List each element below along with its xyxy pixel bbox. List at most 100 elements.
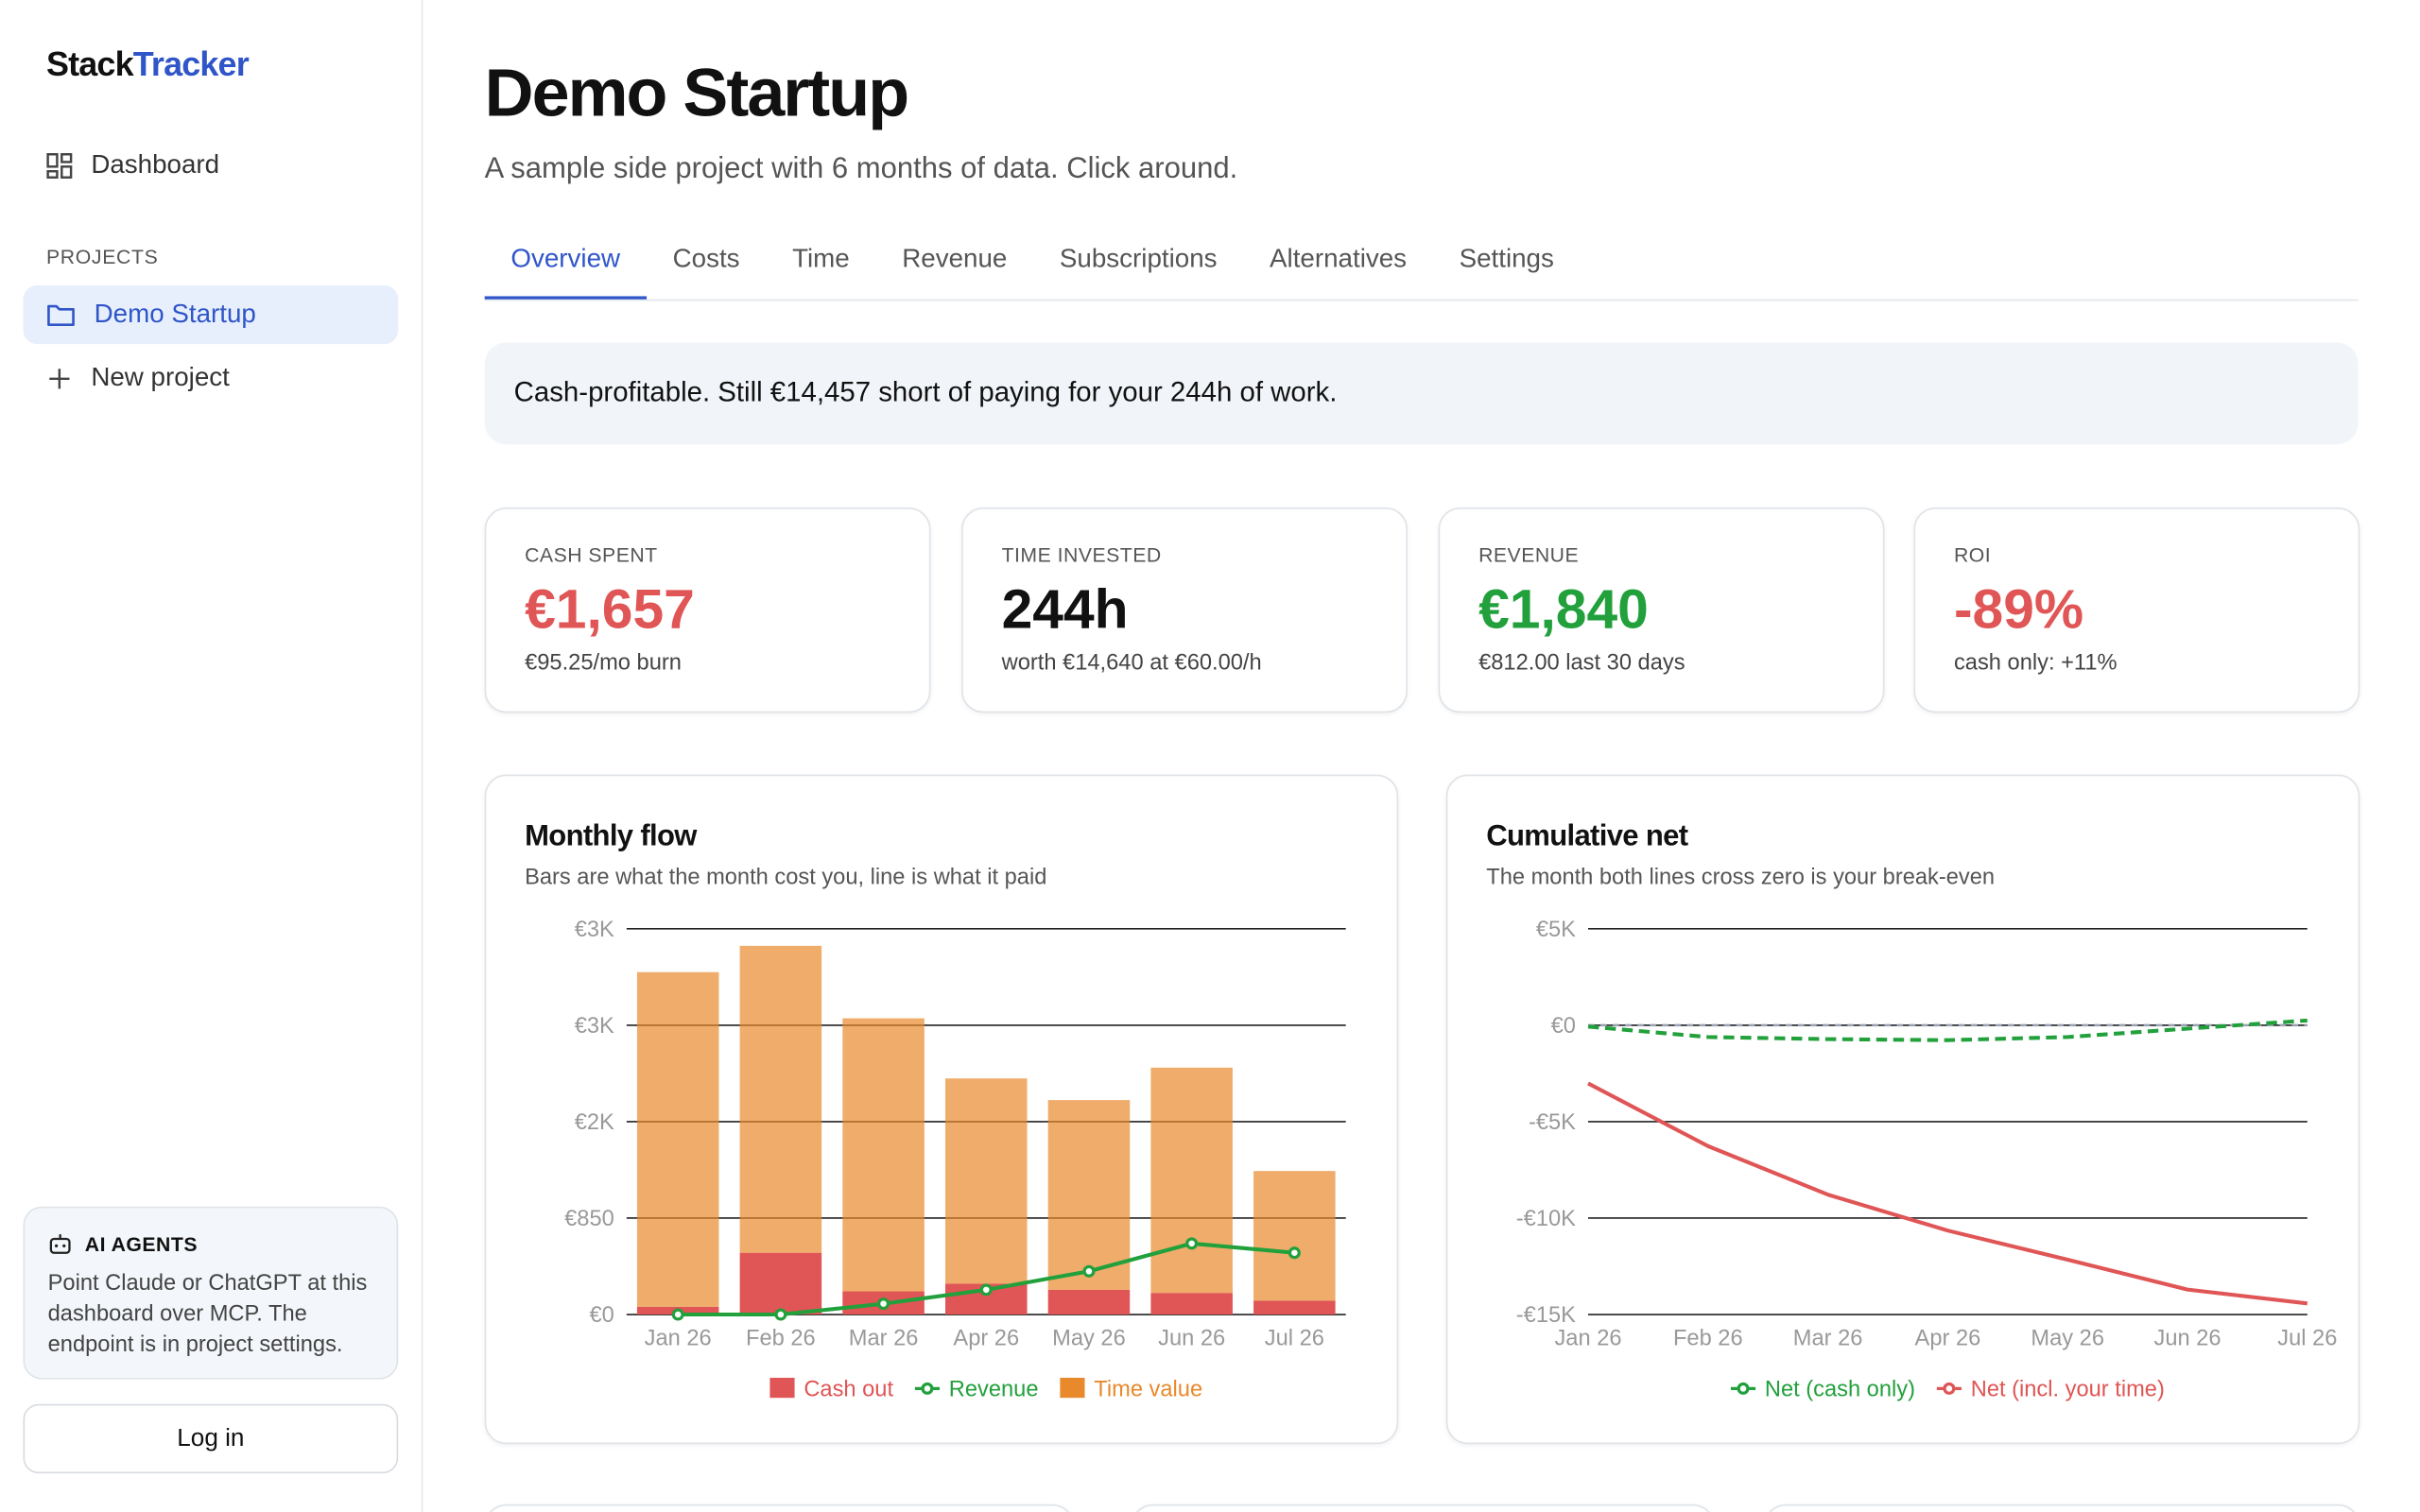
- legend-item: Net (cash only): [1730, 1378, 1915, 1402]
- y-tick-label: -€5K: [1529, 1110, 1576, 1135]
- bar: [1253, 1300, 1336, 1315]
- y-tick-label: -€10K: [1516, 1207, 1576, 1231]
- card-peek: [1764, 1503, 2360, 1512]
- stat-label: CASH SPENT: [525, 542, 658, 567]
- tab[interactable]: Alternatives: [1270, 243, 1408, 273]
- legend-swatch: [1943, 1382, 1956, 1395]
- legend-swatch: [921, 1382, 934, 1395]
- point: [774, 1308, 787, 1321]
- legend-item: Time value: [1060, 1378, 1202, 1402]
- nav-label: Dashboard: [91, 149, 220, 180]
- point: [671, 1308, 684, 1321]
- sidebar: StackTracker Dashboard PROJECTS Demo Sta…: [0, 0, 424, 1512]
- stat-value: €1,840: [1478, 576, 1649, 641]
- bar: [944, 1078, 1028, 1284]
- login-button[interactable]: Log in: [23, 1403, 399, 1474]
- stat-card: CASH SPENT €1,657 €95.25/mo burn: [484, 507, 931, 713]
- tab[interactable]: Overview: [484, 244, 647, 300]
- page-subtitle: A sample side project with 6 months of d…: [484, 152, 1238, 185]
- x-tick-label: Jan 26: [645, 1327, 712, 1351]
- stat-label: TIME INVESTED: [1001, 542, 1162, 567]
- stat-card: ROI -89% cash only: +11%: [1913, 507, 2360, 713]
- legend-item: Net (incl. your time): [1936, 1378, 2165, 1402]
- y-tick-label: €0: [589, 1303, 614, 1328]
- line: [1587, 1018, 2308, 1042]
- legend-item: Revenue: [914, 1378, 1039, 1402]
- point: [1288, 1246, 1301, 1260]
- x-tick-label: May 26: [1052, 1327, 1126, 1351]
- bar: [636, 971, 719, 1307]
- stat-note: €95.25/mo burn: [525, 650, 682, 677]
- brand-first: Stack: [45, 44, 134, 84]
- tab[interactable]: Settings: [1459, 243, 1554, 273]
- bar: [1150, 1293, 1233, 1315]
- legend-swatch: [1737, 1382, 1750, 1395]
- page-title: Demo Startup: [484, 55, 909, 131]
- bar: [842, 1018, 925, 1292]
- legend-label: Net (cash only): [1765, 1378, 1915, 1402]
- chart-subtitle: Bars are what the month cost you, line i…: [525, 866, 1046, 890]
- x-tick-label: Apr 26: [953, 1327, 1019, 1351]
- active-project[interactable]: Demo Startup: [23, 285, 399, 345]
- y-tick-label: €3K: [575, 1014, 614, 1039]
- bar: [1047, 1100, 1131, 1290]
- legend: Cash out Revenue Time value: [769, 1378, 1202, 1402]
- agents-text: Point Claude or ChatGPT at this dashboar…: [47, 1271, 368, 1358]
- stat-label: REVENUE: [1478, 542, 1580, 567]
- banner-text: Cash-profitable. Still €14,457 short of …: [513, 376, 1338, 408]
- chart-card: Cumulative net The month both lines cross…: [1445, 774, 2360, 1445]
- y-tick-label: €2K: [575, 1110, 614, 1135]
- chart-subtitle: The month both lines cross zero is your …: [1486, 866, 1995, 890]
- tab[interactable]: Subscriptions: [1059, 243, 1218, 273]
- stat-card: TIME INVESTED 244h worth €14,640 at €60.00…: [961, 507, 1408, 713]
- x-tick-label: Apr 26: [1915, 1327, 1981, 1351]
- y-tick-label: €850: [564, 1207, 614, 1231]
- chart-card: Monthly flow Bars are what the month cost…: [484, 774, 1399, 1445]
- x-tick-label: Jan 26: [1554, 1327, 1621, 1351]
- legend-swatch: [1060, 1377, 1085, 1399]
- bar: [1047, 1289, 1131, 1315]
- tab[interactable]: Costs: [672, 243, 740, 273]
- y-tick-label: €0: [1551, 1014, 1576, 1039]
- legend-swatch: [769, 1377, 795, 1399]
- x-tick-label: Jun 26: [1158, 1327, 1225, 1351]
- bar: [1253, 1171, 1336, 1301]
- banner: Cash-profitable. Still €14,457 short of …: [484, 342, 2359, 445]
- brand[interactable]: StackTracker: [45, 44, 250, 84]
- x-tick-label: Mar 26: [849, 1327, 919, 1351]
- line: [1587, 1081, 2308, 1306]
- stat-value: -89%: [1953, 576, 2084, 641]
- stat-card: REVENUE €1,840 €812.00 last 30 days: [1438, 507, 1885, 713]
- stat-note: €812.00 last 30 days: [1478, 650, 1685, 677]
- tabs: Overview Costs Time Revenue Subscriptions Alt…: [484, 243, 2359, 301]
- chart-title: Monthly flow: [525, 819, 698, 852]
- nav-new-project[interactable]: New project: [46, 363, 230, 394]
- x-tick-label: Feb 26: [1673, 1327, 1743, 1351]
- tab[interactable]: Time: [792, 243, 850, 273]
- bar: [739, 945, 822, 1253]
- section-label: PROJECTS: [45, 245, 159, 269]
- agents-title: AI AGENTS: [84, 1232, 199, 1256]
- chart: Monthly flow Bars are what the month cost…: [525, 819, 1346, 1402]
- nav-label: New project: [91, 362, 230, 392]
- dashboard-icon: [46, 152, 73, 179]
- card-peek: [1131, 1503, 1715, 1512]
- point: [1185, 1237, 1199, 1250]
- stat-value: 244h: [1001, 576, 1129, 641]
- robot-icon: [49, 1234, 71, 1254]
- y-tick-label: -€15K: [1516, 1303, 1576, 1328]
- x-tick-label: Feb 26: [746, 1327, 816, 1351]
- stat-note: worth €14,640 at €60.00/h: [1001, 650, 1262, 677]
- legend-label: Cash out: [804, 1378, 893, 1402]
- nav-dashboard[interactable]: Dashboard: [46, 149, 219, 180]
- x-tick-label: May 26: [2031, 1327, 2104, 1351]
- x-tick-label: Jun 26: [2153, 1327, 2221, 1351]
- legend-label: Net (incl. your time): [1971, 1378, 2165, 1402]
- legend-label: Revenue: [949, 1378, 1039, 1402]
- point: [877, 1297, 890, 1311]
- brand-second: Tracker: [132, 44, 250, 84]
- tab[interactable]: Revenue: [902, 243, 1008, 273]
- chart-title: Cumulative net: [1486, 819, 1688, 852]
- x-tick-label: Jul 26: [1265, 1327, 1324, 1351]
